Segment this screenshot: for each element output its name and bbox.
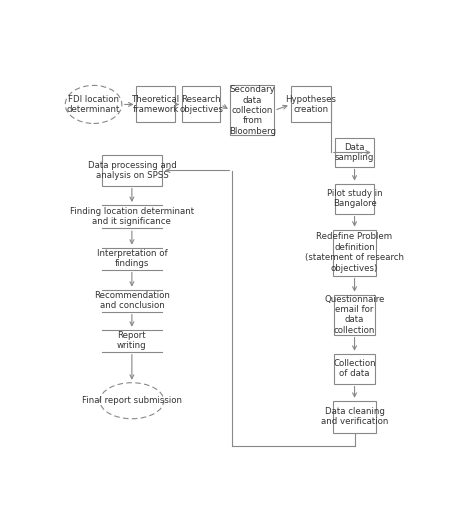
- Text: Research
objectives: Research objectives: [179, 95, 223, 114]
- FancyBboxPatch shape: [333, 401, 376, 433]
- Text: Data cleaning
and verification: Data cleaning and verification: [321, 407, 388, 426]
- Ellipse shape: [100, 383, 164, 419]
- Text: Theoretical
framework: Theoretical framework: [131, 95, 179, 114]
- FancyBboxPatch shape: [137, 86, 175, 122]
- FancyBboxPatch shape: [230, 85, 274, 136]
- Text: Finding location determinant
and it significance: Finding location determinant and it sign…: [70, 207, 194, 226]
- Text: Recommendation
and conclusion: Recommendation and conclusion: [94, 291, 170, 310]
- Text: Secondary
data
collection
from
Bloomberg: Secondary data collection from Bloomberg: [229, 85, 276, 136]
- FancyBboxPatch shape: [333, 229, 376, 276]
- FancyBboxPatch shape: [102, 155, 162, 186]
- Text: Interpretation of
findings: Interpretation of findings: [97, 249, 167, 268]
- Text: Hypotheses
creation: Hypotheses creation: [285, 95, 336, 114]
- Text: Redefine Problem
definition
(statement of research
objectives): Redefine Problem definition (statement o…: [305, 232, 404, 272]
- Text: Data processing and
analysis on SPSS: Data processing and analysis on SPSS: [88, 161, 176, 180]
- FancyBboxPatch shape: [334, 295, 374, 335]
- Text: Collection
of data: Collection of data: [333, 359, 376, 379]
- Text: FDI location
determinant: FDI location determinant: [67, 95, 120, 114]
- Text: Questionnaire
email for
data
collection: Questionnaire email for data collection: [325, 294, 385, 335]
- Text: Report
writing: Report writing: [117, 331, 146, 350]
- FancyBboxPatch shape: [335, 138, 374, 166]
- FancyBboxPatch shape: [291, 86, 331, 122]
- Ellipse shape: [65, 85, 122, 123]
- FancyBboxPatch shape: [334, 354, 374, 384]
- Text: Final report submission: Final report submission: [82, 396, 182, 405]
- FancyBboxPatch shape: [182, 86, 220, 122]
- Text: Data
sampling: Data sampling: [335, 143, 374, 162]
- Text: Pilot study in
Bangalore: Pilot study in Bangalore: [327, 189, 382, 208]
- FancyBboxPatch shape: [335, 184, 374, 214]
